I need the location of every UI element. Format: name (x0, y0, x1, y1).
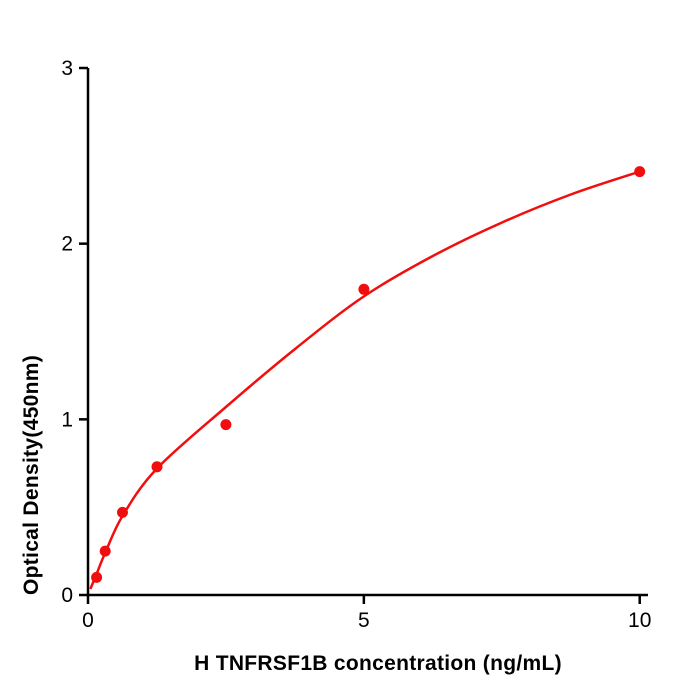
fit-curve (89, 170, 641, 590)
data-point (151, 461, 163, 473)
y-tick-label: 3 (61, 57, 73, 80)
data-point (91, 571, 103, 583)
x-tick-label: 0 (82, 609, 94, 632)
y-axis-label: Optical Density(450nm) (20, 355, 43, 595)
x-axis-label: H TNFRSF1B concentration (ng/mL) (194, 652, 562, 675)
y-tick-label: 1 (61, 408, 73, 431)
y-tick-label: 0 (61, 584, 73, 607)
data-point (358, 283, 370, 295)
x-tick-label: 5 (358, 609, 370, 632)
data-point (220, 419, 232, 431)
y-tick-label: 2 (61, 233, 73, 256)
data-point (634, 166, 646, 178)
data-point (117, 506, 128, 518)
data-point (99, 545, 111, 557)
x-tick-label: 10 (628, 609, 651, 632)
